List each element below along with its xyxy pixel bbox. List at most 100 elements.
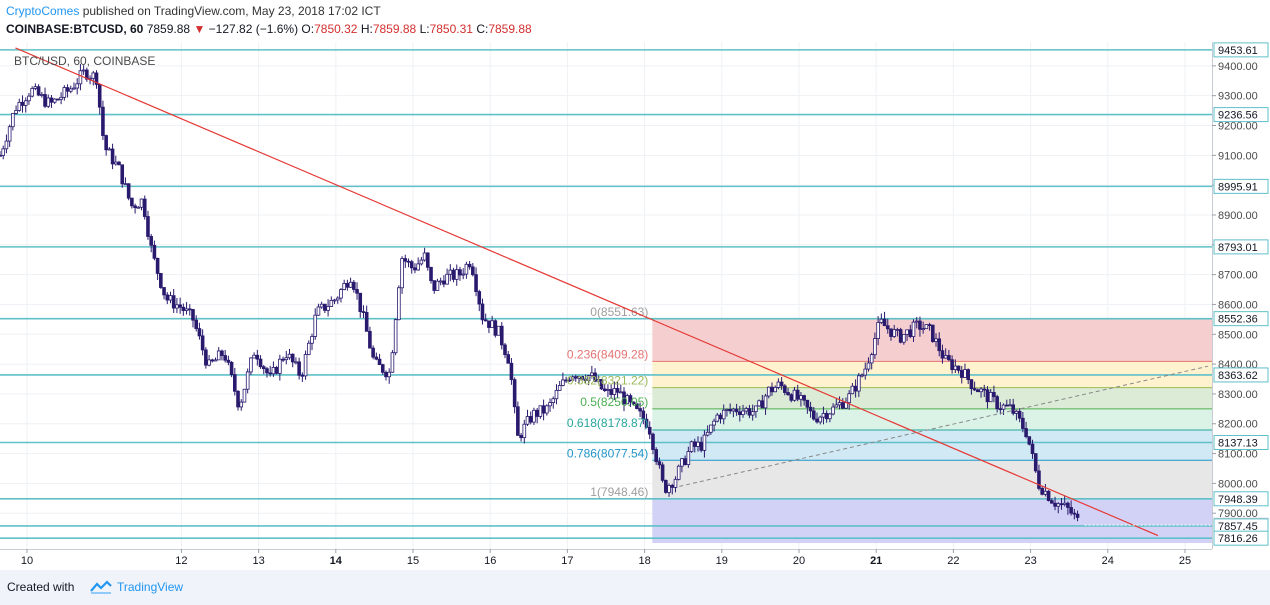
candle (738, 406, 742, 422)
candle-body (75, 83, 79, 89)
candle (976, 388, 980, 393)
candle-body (799, 395, 803, 400)
candle-body (792, 389, 797, 401)
candle-body (56, 98, 60, 101)
candle (454, 264, 459, 286)
candle (36, 84, 41, 97)
candle-body (831, 406, 835, 415)
candle (618, 384, 623, 394)
candle-body (204, 349, 208, 366)
price-badge (1213, 107, 1269, 123)
candle (734, 403, 739, 416)
candle-body (757, 400, 761, 407)
candle-body (387, 371, 392, 378)
candle-body (754, 405, 758, 413)
candle-body (435, 280, 440, 291)
candle (380, 363, 385, 375)
candle-body (966, 369, 970, 381)
candle (577, 375, 581, 384)
price-badge (1213, 491, 1269, 507)
candle (390, 350, 395, 373)
candle-body (1037, 470, 1041, 489)
candle-body (728, 409, 732, 412)
candle (956, 365, 961, 374)
candle (458, 266, 462, 281)
candle-body (927, 324, 932, 327)
candle (612, 381, 617, 400)
candle (252, 352, 256, 359)
candle-body (828, 413, 832, 420)
fib-zone (652, 430, 1212, 461)
candle-body (361, 311, 366, 313)
candle-body (348, 281, 353, 288)
candle-body (519, 435, 523, 439)
candle-body (390, 352, 395, 373)
candle (628, 393, 633, 407)
candle-body (397, 287, 401, 321)
candle-body (1072, 512, 1077, 515)
candle-body (586, 375, 591, 382)
candle (834, 397, 839, 408)
candle-body (959, 369, 964, 378)
candle (824, 410, 829, 423)
candle-body (811, 410, 816, 420)
candle (27, 93, 31, 105)
candle-body (847, 393, 851, 404)
candle-body (664, 479, 668, 493)
candle (927, 322, 932, 331)
candle (4, 134, 9, 154)
y-tick-label: 9100.00 (1218, 150, 1258, 162)
trendline (15, 47, 1159, 537)
candle-body (409, 261, 414, 269)
candle (750, 404, 755, 421)
candle (853, 379, 858, 398)
candle (393, 318, 398, 356)
tradingview-brand-link[interactable]: TradingView (117, 580, 184, 594)
candle (442, 275, 446, 288)
candle (268, 365, 272, 377)
candle (1053, 496, 1057, 511)
candle (358, 292, 363, 318)
candle (142, 195, 147, 220)
candle-body (477, 291, 482, 305)
candle-body (882, 318, 887, 327)
author-link[interactable]: CryptoComes (6, 4, 80, 18)
candle-body (738, 411, 742, 416)
candle (1008, 399, 1012, 407)
y-tick-label: 8500.00 (1218, 329, 1258, 341)
candle (155, 257, 160, 281)
candle (692, 438, 697, 453)
candle-body (567, 379, 572, 382)
candle (17, 98, 22, 112)
candle (210, 358, 215, 363)
candle (847, 390, 851, 410)
candle (535, 407, 539, 424)
candle (770, 382, 774, 396)
candle (837, 396, 842, 410)
candle (226, 355, 231, 366)
y-tick-label: 8000.00 (1218, 478, 1258, 490)
candle-body (117, 161, 121, 166)
candle-body (464, 263, 469, 275)
candle-body (165, 294, 170, 301)
candle (448, 264, 453, 282)
candle-body (493, 320, 498, 336)
candle (641, 407, 646, 425)
x-tick-label: 20 (793, 555, 805, 567)
candle-body (921, 328, 925, 331)
candle (760, 394, 765, 409)
candle (567, 377, 572, 383)
candle-body (483, 319, 488, 322)
candle-body (458, 269, 462, 276)
candle-body (509, 362, 514, 381)
candle-body (1059, 503, 1064, 506)
candle-body (593, 372, 597, 382)
candle-body (680, 458, 684, 467)
candle (673, 476, 678, 493)
candle (499, 322, 504, 350)
candle (130, 197, 134, 209)
candle-body (905, 329, 909, 335)
price-chart[interactable]: 0(8551.63) 0.236(8409.28) 0.382(8321.22) 0.… (0, 42, 1270, 570)
candle (40, 91, 44, 98)
candle-body (805, 399, 810, 408)
